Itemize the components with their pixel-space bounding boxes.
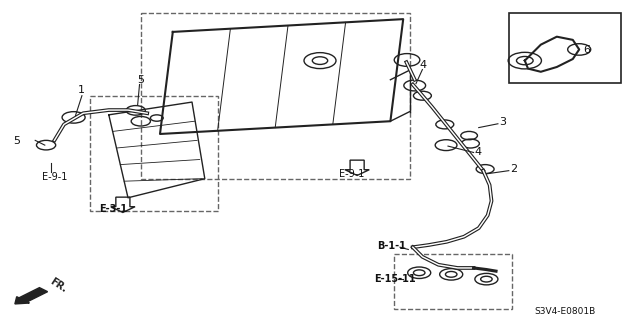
FancyArrow shape [111, 197, 135, 212]
Bar [509, 13, 621, 83]
Text: 2: 2 [510, 164, 517, 174]
Text: 5: 5 [13, 136, 20, 146]
Text: 5: 5 [138, 75, 145, 85]
Text: E-15-11: E-15-11 [374, 274, 416, 284]
Text: E-3-1: E-3-1 [99, 204, 127, 214]
Text: E-9-1: E-9-1 [339, 169, 365, 179]
Text: B-1-1: B-1-1 [378, 241, 406, 251]
Text: 6: 6 [584, 45, 591, 56]
Text: S3V4-E0801B: S3V4-E0801B [534, 307, 596, 315]
Text: 4: 4 [475, 147, 482, 157]
Text: 3: 3 [499, 117, 506, 127]
Text: FR.: FR. [48, 277, 68, 295]
FancyArrow shape [345, 160, 369, 175]
Text: 4: 4 [419, 60, 426, 70]
Text: 1: 1 [78, 85, 85, 95]
Text: E-9-1: E-9-1 [42, 172, 67, 182]
FancyArrow shape [15, 288, 47, 304]
